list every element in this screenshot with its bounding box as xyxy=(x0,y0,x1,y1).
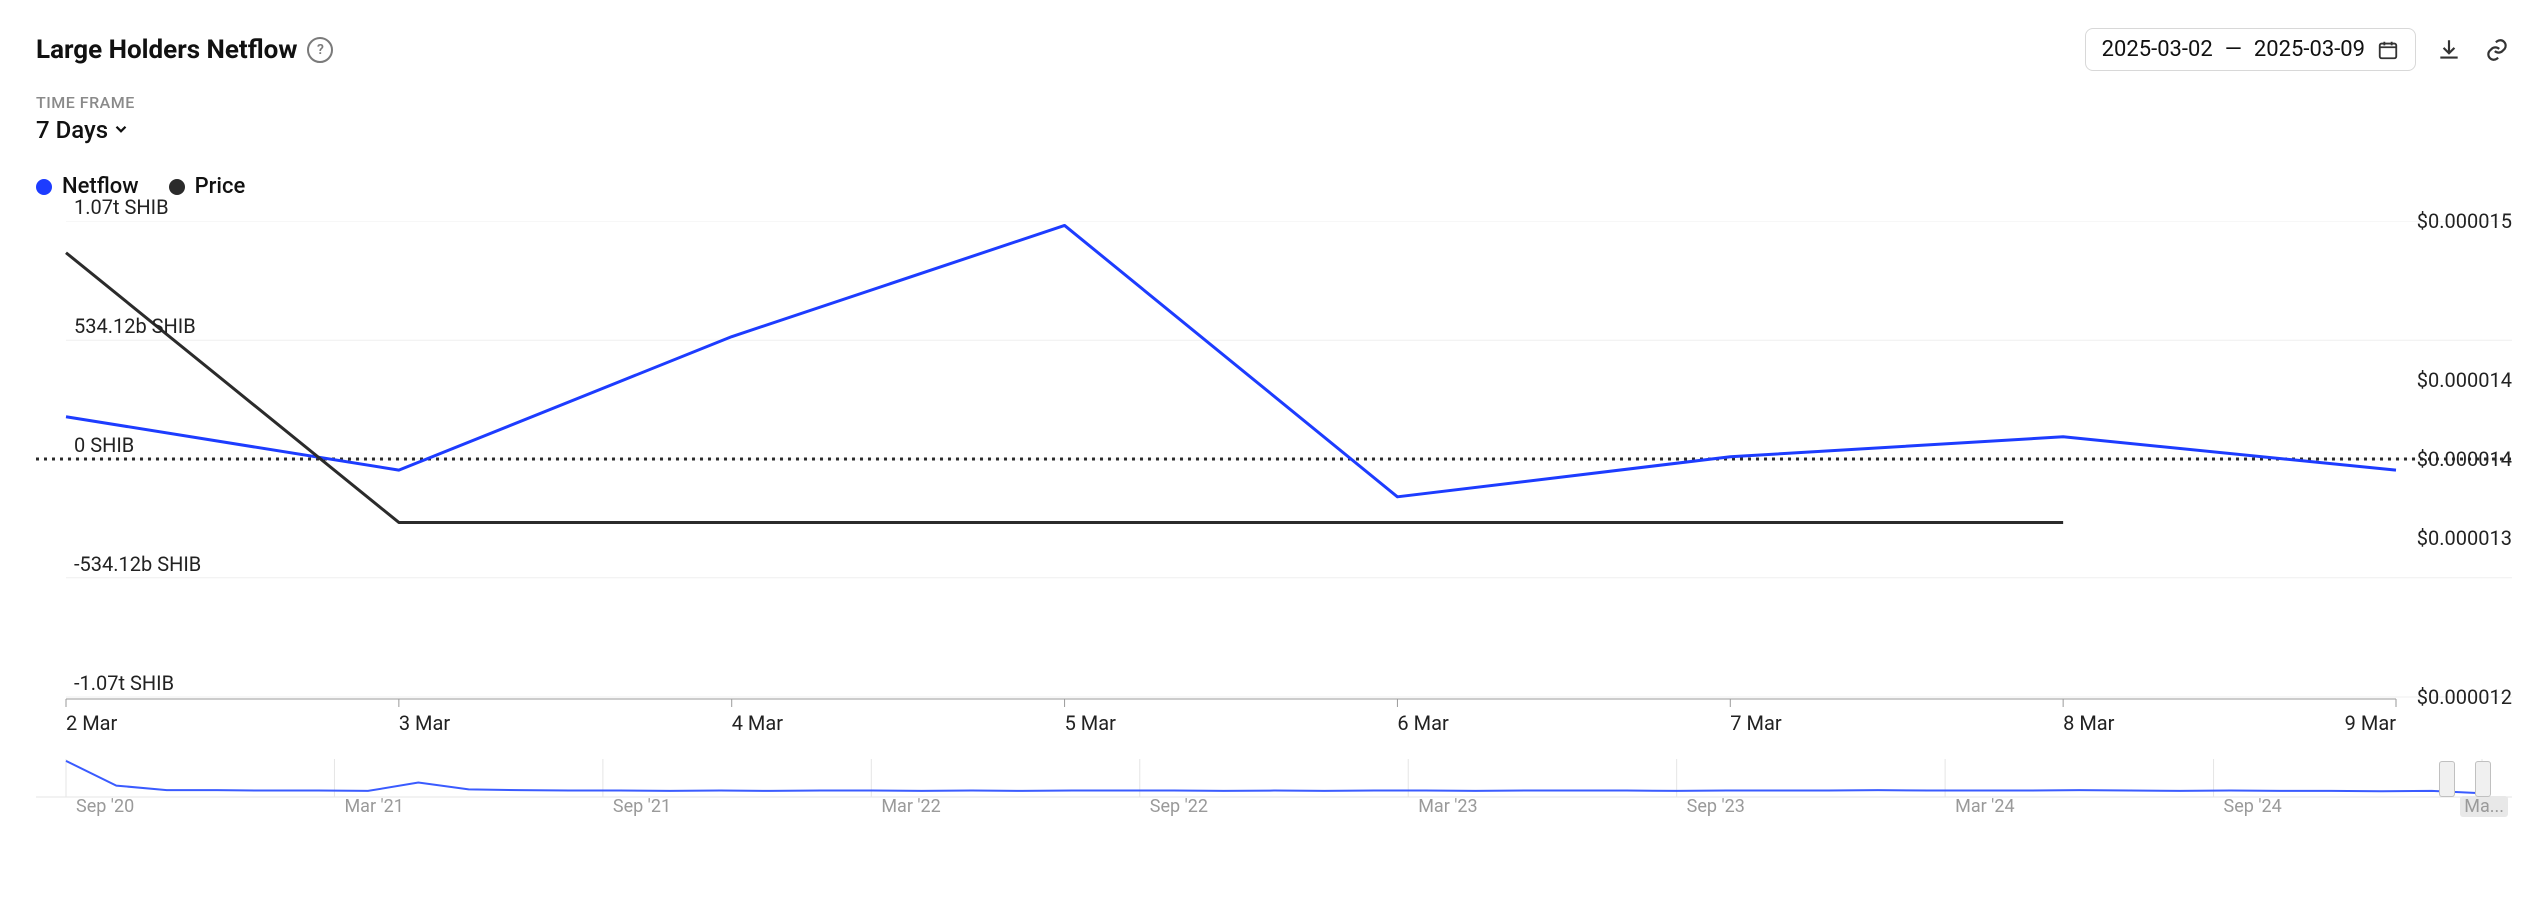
title-group: Large Holders Netflow ? xyxy=(36,35,333,65)
y-right-tick-label: $0.000014 xyxy=(2417,447,2512,471)
minimap-tick-label: Sep '23 xyxy=(1687,796,1745,817)
legend-dot-netflow xyxy=(36,179,52,195)
minimap-tick-label: Sep '24 xyxy=(2224,796,2282,817)
minimap-tick-label: Sep '22 xyxy=(1150,796,1208,817)
y-right-tick-label: $0.000014 xyxy=(2417,368,2512,392)
legend-label-price: Price xyxy=(195,174,246,199)
header-actions: 2025-03-02 — 2025-03-09 xyxy=(2085,28,2512,71)
legend: Netflow Price xyxy=(36,174,2512,199)
chart-area[interactable]: 1.07t SHIB534.12b SHIB0 SHIB-534.12b SHI… xyxy=(36,221,2512,731)
timeframe-label: TIME FRAME xyxy=(36,93,2512,112)
y-left-tick-label: 534.12b SHIB xyxy=(74,314,196,338)
chevron-down-icon xyxy=(112,116,130,144)
legend-dot-price xyxy=(169,179,185,195)
legend-item-price[interactable]: Price xyxy=(169,174,246,199)
y-right-tick-label: $0.000012 xyxy=(2417,685,2512,709)
minimap-svg xyxy=(36,753,2512,823)
minimap-tick-label: Ma... xyxy=(2460,796,2508,817)
y-left-tick-label: 1.07t SHIB xyxy=(74,195,169,219)
link-icon[interactable] xyxy=(2482,37,2512,63)
minimap-tick-label: Mar '23 xyxy=(1418,796,1477,817)
date-range-start: 2025-03-02 xyxy=(2102,37,2213,62)
chart-panel: Large Holders Netflow ? 2025-03-02 — 202… xyxy=(0,0,2548,900)
minimap-tick-label: Mar '24 xyxy=(1955,796,2014,817)
x-tick-label: 2 Mar xyxy=(66,711,117,735)
timeframe-value: 7 Days xyxy=(36,116,108,144)
x-tick-label: 5 Mar xyxy=(1065,711,1116,735)
y-left-tick-label: -534.12b SHIB xyxy=(74,552,201,576)
timeframe-select[interactable]: 7 Days xyxy=(36,116,130,144)
date-range-end: 2025-03-09 xyxy=(2254,37,2365,62)
minimap-handle-right[interactable] xyxy=(2475,761,2491,797)
x-tick-label: 8 Mar xyxy=(2063,711,2114,735)
minimap-handle-left[interactable] xyxy=(2439,761,2455,797)
x-tick-label: 7 Mar xyxy=(1730,711,1781,735)
calendar-icon xyxy=(2377,39,2399,61)
date-range-separator: — xyxy=(2225,37,2242,62)
timeframe-block: TIME FRAME 7 Days xyxy=(36,93,2512,144)
minimap[interactable]: Sep '20 Mar '21 Sep '21 Mar '22 Sep '22 Mar '… xyxy=(36,753,2512,823)
x-tick-label: 6 Mar xyxy=(1397,711,1448,735)
download-icon[interactable] xyxy=(2436,37,2462,63)
header: Large Holders Netflow ? 2025-03-02 — 202… xyxy=(36,28,2512,71)
help-icon[interactable]: ? xyxy=(307,37,333,63)
x-tick-label: 9 Mar xyxy=(2345,711,2396,735)
minimap-tick-label: Mar '21 xyxy=(344,796,403,817)
chart-svg xyxy=(36,221,2512,731)
minimap-tick-label: Mar '22 xyxy=(881,796,940,817)
date-range-picker[interactable]: 2025-03-02 — 2025-03-09 xyxy=(2085,28,2416,71)
chart-title: Large Holders Netflow xyxy=(36,35,297,65)
minimap-tick-label: Sep '21 xyxy=(613,796,671,817)
y-right-tick-label: $0.000013 xyxy=(2417,526,2512,550)
y-left-tick-label: -1.07t SHIB xyxy=(74,671,174,695)
y-left-tick-label: 0 SHIB xyxy=(74,433,134,457)
minimap-tick-label: Sep '20 xyxy=(76,796,134,817)
y-right-tick-label: $0.000015 xyxy=(2417,209,2512,233)
x-tick-label: 3 Mar xyxy=(399,711,450,735)
x-tick-label: 4 Mar xyxy=(732,711,783,735)
